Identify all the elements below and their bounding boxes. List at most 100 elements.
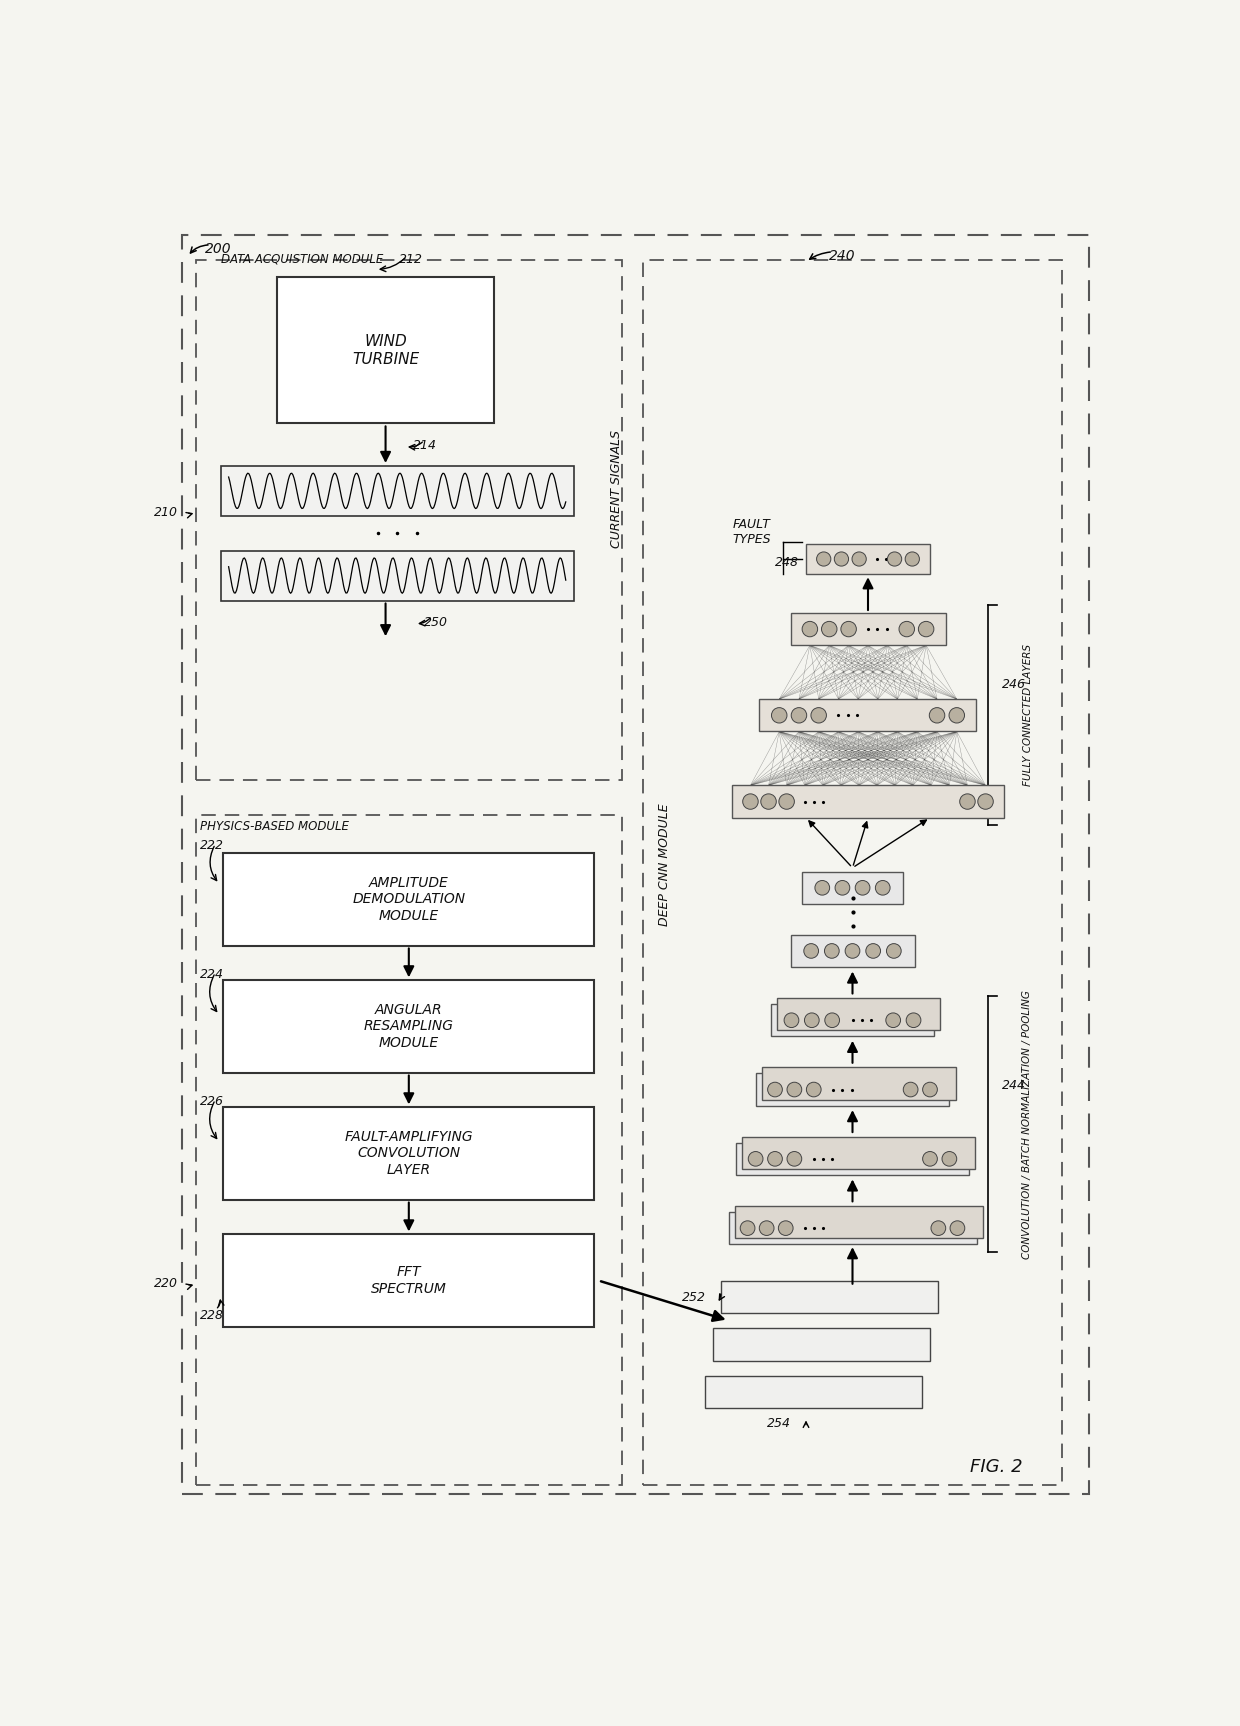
Text: FULLY CONNECTED LAYERS: FULLY CONNECTED LAYERS bbox=[1023, 644, 1033, 787]
Circle shape bbox=[740, 1220, 755, 1236]
Circle shape bbox=[899, 621, 915, 637]
Text: AMPLITUDE
DEMODULATION
MODULE: AMPLITUDE DEMODULATION MODULE bbox=[352, 877, 465, 923]
Text: 214: 214 bbox=[413, 438, 436, 452]
Circle shape bbox=[779, 1220, 794, 1236]
Circle shape bbox=[771, 708, 787, 723]
Bar bbox=[720, 1281, 937, 1313]
Bar bbox=[743, 1136, 975, 1169]
Text: WIND
TURBINE: WIND TURBINE bbox=[352, 335, 419, 366]
Bar bbox=[196, 815, 621, 1484]
Bar bbox=[706, 1376, 923, 1408]
Circle shape bbox=[804, 944, 818, 958]
Text: CURRENT SIGNALS: CURRENT SIGNALS bbox=[610, 430, 622, 547]
Circle shape bbox=[835, 552, 848, 566]
Bar bbox=[791, 613, 945, 646]
Circle shape bbox=[791, 708, 807, 723]
Circle shape bbox=[903, 1082, 918, 1096]
Circle shape bbox=[768, 1082, 782, 1096]
Circle shape bbox=[906, 1013, 921, 1027]
Bar bbox=[221, 466, 573, 516]
Circle shape bbox=[768, 1151, 782, 1167]
Text: 224: 224 bbox=[200, 968, 224, 980]
Circle shape bbox=[787, 1151, 802, 1167]
Circle shape bbox=[866, 944, 880, 958]
Bar bbox=[729, 1212, 977, 1244]
Text: FFT
SPECTRUM: FFT SPECTRUM bbox=[371, 1265, 446, 1296]
Circle shape bbox=[875, 880, 890, 896]
Circle shape bbox=[852, 552, 867, 566]
Bar bbox=[761, 1067, 956, 1099]
Circle shape bbox=[743, 794, 758, 809]
Circle shape bbox=[821, 621, 837, 637]
Text: 250: 250 bbox=[424, 616, 449, 628]
Circle shape bbox=[856, 880, 870, 896]
Circle shape bbox=[802, 621, 817, 637]
Bar bbox=[734, 1206, 982, 1238]
Bar bbox=[733, 785, 1003, 818]
Circle shape bbox=[931, 1220, 946, 1236]
Circle shape bbox=[950, 1220, 965, 1236]
Text: 244: 244 bbox=[1002, 1079, 1025, 1093]
Text: FAULT
TYPES: FAULT TYPES bbox=[733, 518, 771, 545]
Bar bbox=[223, 1108, 594, 1200]
Bar bbox=[644, 261, 1061, 1484]
Circle shape bbox=[761, 794, 776, 809]
Bar bbox=[759, 699, 976, 732]
Text: 212: 212 bbox=[399, 254, 423, 266]
Circle shape bbox=[978, 794, 993, 809]
Circle shape bbox=[929, 708, 945, 723]
Text: DATA ACQUISTION MODULE: DATA ACQUISTION MODULE bbox=[221, 254, 383, 266]
Text: 222: 222 bbox=[200, 839, 224, 853]
Bar bbox=[777, 998, 940, 1030]
Text: FIG. 2: FIG. 2 bbox=[970, 1458, 1022, 1476]
Text: 226: 226 bbox=[200, 1094, 224, 1108]
Bar bbox=[277, 278, 494, 423]
Text: 228: 228 bbox=[200, 1308, 224, 1322]
Bar bbox=[223, 1234, 594, 1327]
Circle shape bbox=[759, 1220, 774, 1236]
Circle shape bbox=[825, 944, 839, 958]
Circle shape bbox=[846, 944, 859, 958]
Text: ANGULAR
RESAMPLING
MODULE: ANGULAR RESAMPLING MODULE bbox=[363, 1003, 454, 1049]
Text: DEEP CNN MODULE: DEEP CNN MODULE bbox=[658, 803, 671, 925]
Circle shape bbox=[835, 880, 849, 896]
Circle shape bbox=[815, 880, 830, 896]
Circle shape bbox=[805, 1013, 820, 1027]
Circle shape bbox=[949, 708, 965, 723]
Circle shape bbox=[748, 1151, 763, 1167]
Circle shape bbox=[923, 1082, 937, 1096]
Circle shape bbox=[811, 708, 826, 723]
Bar bbox=[806, 544, 930, 575]
Circle shape bbox=[787, 1082, 802, 1096]
Circle shape bbox=[887, 944, 901, 958]
Bar bbox=[755, 1074, 950, 1106]
Text: PHYSICS-BASED MODULE: PHYSICS-BASED MODULE bbox=[200, 820, 348, 832]
Text: 210: 210 bbox=[154, 506, 179, 518]
Circle shape bbox=[923, 1151, 937, 1167]
Bar bbox=[737, 1143, 968, 1175]
Bar bbox=[223, 853, 594, 946]
Text: CONVOLUTION / BATCH NORMALIZATION / POOLING: CONVOLUTION / BATCH NORMALIZATION / POOL… bbox=[1022, 989, 1032, 1258]
Circle shape bbox=[960, 794, 975, 809]
Text: 254: 254 bbox=[768, 1417, 791, 1431]
Bar bbox=[771, 1005, 934, 1036]
Circle shape bbox=[817, 552, 831, 566]
Text: 240: 240 bbox=[830, 249, 856, 264]
Text: 220: 220 bbox=[154, 1277, 179, 1289]
Circle shape bbox=[919, 621, 934, 637]
Circle shape bbox=[825, 1013, 839, 1027]
Text: 200: 200 bbox=[206, 242, 232, 255]
Text: 252: 252 bbox=[682, 1291, 706, 1303]
Bar bbox=[221, 551, 573, 601]
Bar bbox=[196, 261, 621, 780]
Text: 248: 248 bbox=[775, 556, 799, 570]
Circle shape bbox=[888, 552, 901, 566]
Circle shape bbox=[779, 794, 795, 809]
Bar bbox=[223, 980, 594, 1072]
Circle shape bbox=[942, 1151, 957, 1167]
Circle shape bbox=[841, 621, 857, 637]
Circle shape bbox=[806, 1082, 821, 1096]
Bar bbox=[802, 872, 903, 904]
Text: 246: 246 bbox=[1002, 678, 1025, 690]
Text: FAULT-AMPLIFYING
CONVOLUTION
LAYER: FAULT-AMPLIFYING CONVOLUTION LAYER bbox=[345, 1131, 474, 1177]
